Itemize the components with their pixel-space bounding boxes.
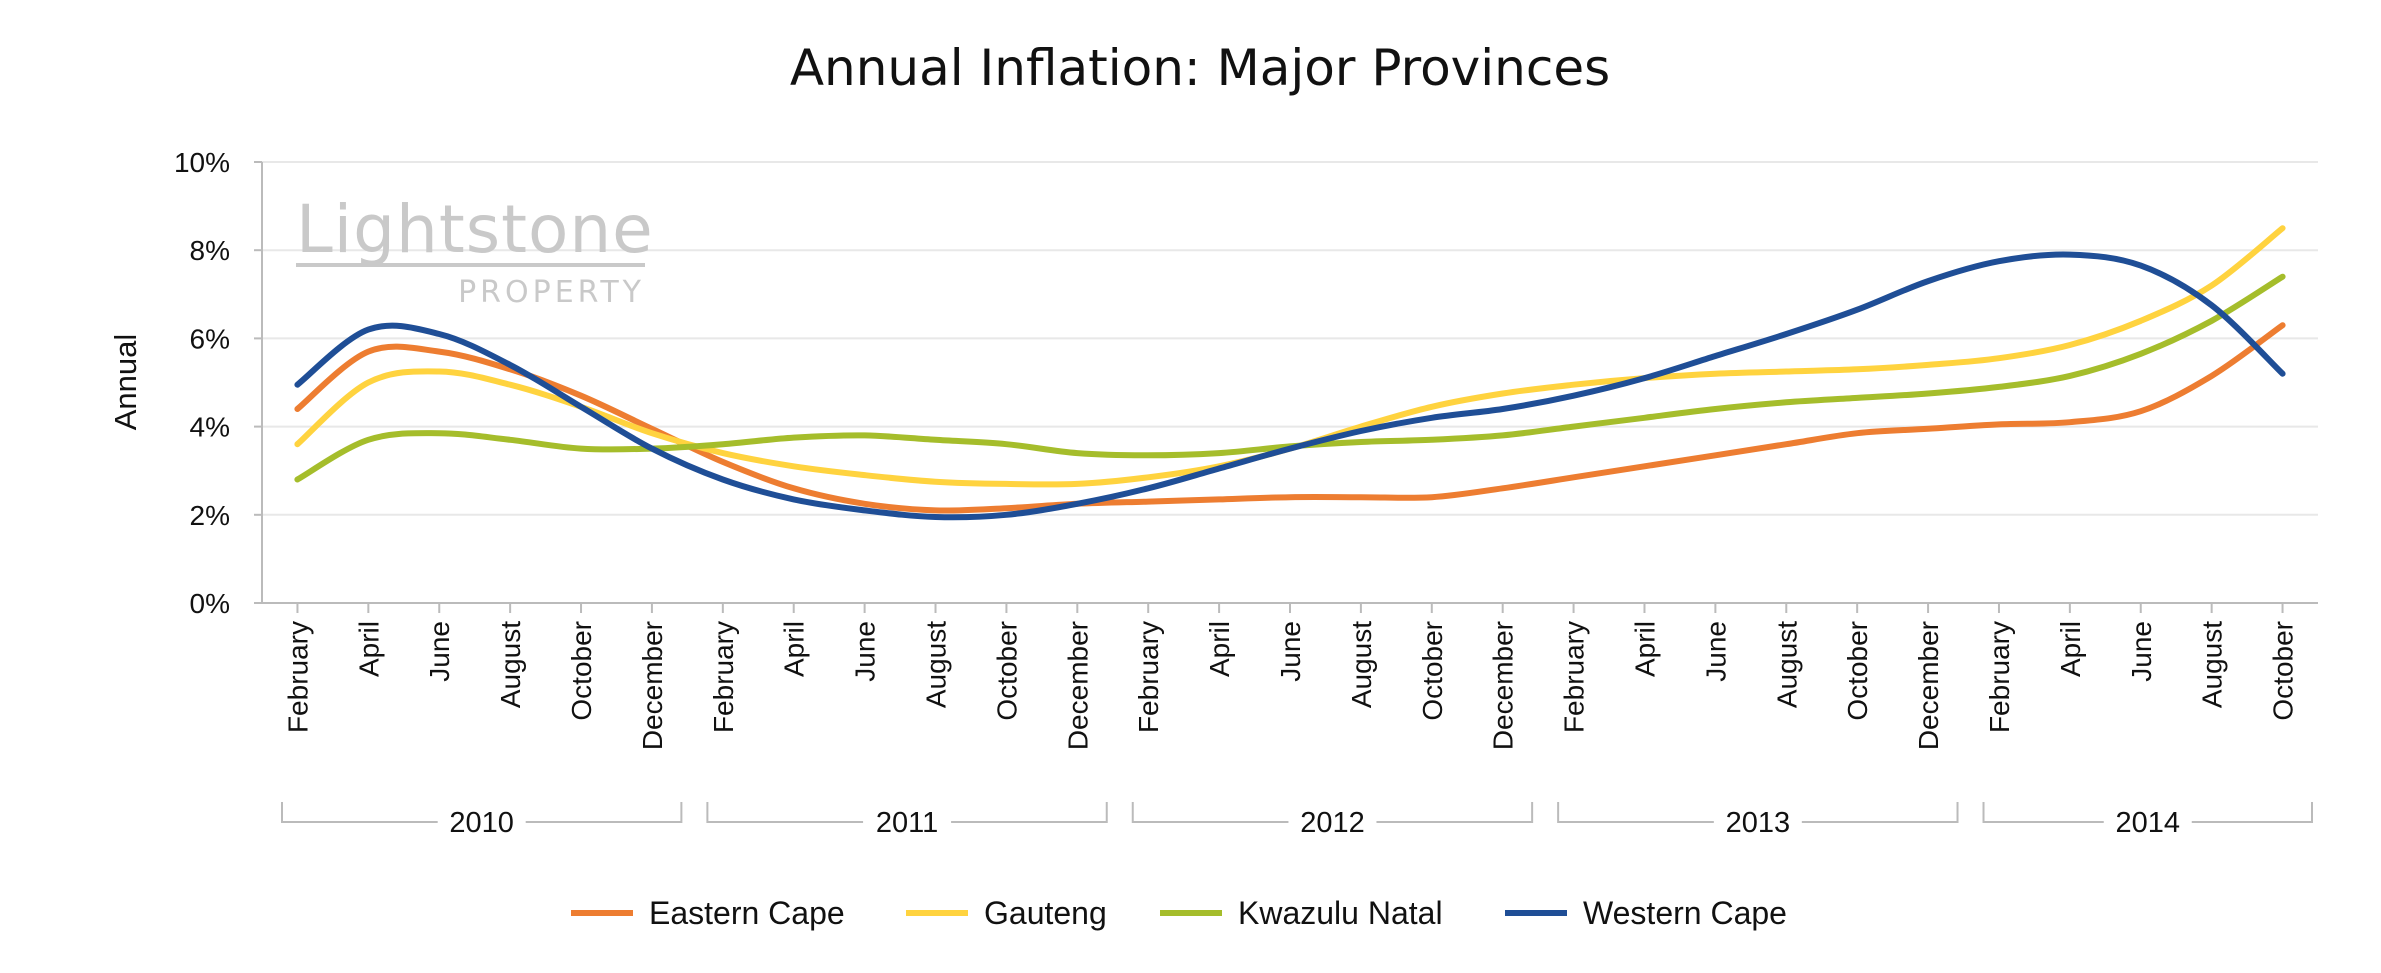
lightstone-watermark: Lightstone PROPERTY: [296, 191, 654, 310]
x-tick-labels: February April June August October December Fe…: [282, 621, 2298, 750]
year-bracket-left: [281, 802, 438, 823]
x-tick-label: April: [779, 621, 810, 677]
year-bracket-right: [2191, 802, 2313, 823]
series-lines: [294, 225, 2286, 521]
x-tick-label: April: [353, 621, 384, 677]
y-tick-label: 0%: [190, 588, 230, 619]
chart-title: Annual Inflation: Major Provinces: [790, 39, 1610, 97]
x-tick-label: April: [2055, 621, 2086, 677]
year-label: 2011: [876, 807, 938, 839]
y-axis-label: Annual: [108, 334, 143, 431]
year-bracket-left: [1131, 802, 1289, 823]
year-label: 2012: [1300, 807, 1365, 839]
x-tick-label: June: [2126, 621, 2157, 682]
x-tick-label: April: [1629, 621, 1660, 677]
x-tick-label: December: [1913, 621, 1944, 750]
year-bracket-left: [1982, 802, 2104, 823]
x-tick-label: August: [2197, 621, 2228, 708]
year-bracket-right: [1376, 802, 1534, 823]
year-label: 2010: [449, 807, 514, 839]
year-bracket-right: [1801, 802, 1959, 823]
x-tick-label: February: [1984, 621, 2015, 733]
year-group-labels: 2010 2011 2012 2013 2014: [281, 802, 2313, 839]
x-tick-label: October: [1417, 621, 1448, 721]
legend-label-kwazulu-natal: Kwazulu Natal: [1238, 895, 1443, 931]
year-bracket-right: [951, 802, 1108, 823]
x-tick-label: June: [424, 621, 455, 682]
x-tick-label: April: [1204, 621, 1235, 677]
y-tick-label: 6%: [190, 323, 230, 354]
x-tick-label: June: [850, 621, 881, 682]
y-tick-label: 10%: [174, 147, 230, 178]
x-tick-label: October: [2268, 621, 2299, 721]
x-tick-label: August: [495, 621, 526, 708]
x-tick-label: June: [1275, 621, 1306, 682]
year-bracket-left: [1557, 802, 1714, 823]
x-tick-label: February: [708, 621, 739, 733]
y-tick-label: 4%: [190, 412, 230, 443]
x-tick-label: February: [282, 621, 313, 733]
year-bracket-left: [706, 802, 864, 823]
x-tick-label: August: [921, 621, 952, 708]
axes: [254, 161, 2318, 613]
y-tick-label: 8%: [190, 235, 230, 266]
year-bracket-right: [525, 802, 683, 823]
x-tick-label: October: [566, 621, 597, 721]
legend-label-gauteng: Gauteng: [984, 895, 1107, 931]
x-tick-label: December: [637, 621, 668, 750]
x-tick-label: February: [1133, 621, 1164, 733]
legend-label-western-cape: Western Cape: [1583, 895, 1787, 931]
legend-label-eastern-cape: Eastern Cape: [649, 895, 845, 931]
x-tick-label: August: [1771, 621, 1802, 708]
watermark-sub: PROPERTY: [458, 275, 645, 310]
series-line-eastern-cape: [294, 322, 2286, 514]
x-tick-label: February: [1559, 621, 1590, 733]
x-tick-label: December: [1488, 621, 1519, 750]
year-label: 2013: [1726, 807, 1791, 839]
x-tick-label: October: [1842, 621, 1873, 721]
x-tick-label: June: [1700, 621, 1731, 682]
watermark-main: Lightstone: [296, 191, 654, 268]
x-tick-label: August: [1346, 621, 1377, 708]
y-tick-label: 2%: [190, 500, 230, 531]
legend: Eastern Cape Gauteng Kwazulu Natal Western …: [571, 895, 1787, 931]
x-tick-label: December: [1062, 621, 1093, 750]
year-label: 2014: [2116, 807, 2181, 839]
y-tick-labels: 0% 2% 4% 6% 8% 10%: [174, 147, 230, 619]
series-line-western-cape: [294, 251, 2286, 521]
x-tick-label: October: [991, 621, 1022, 721]
